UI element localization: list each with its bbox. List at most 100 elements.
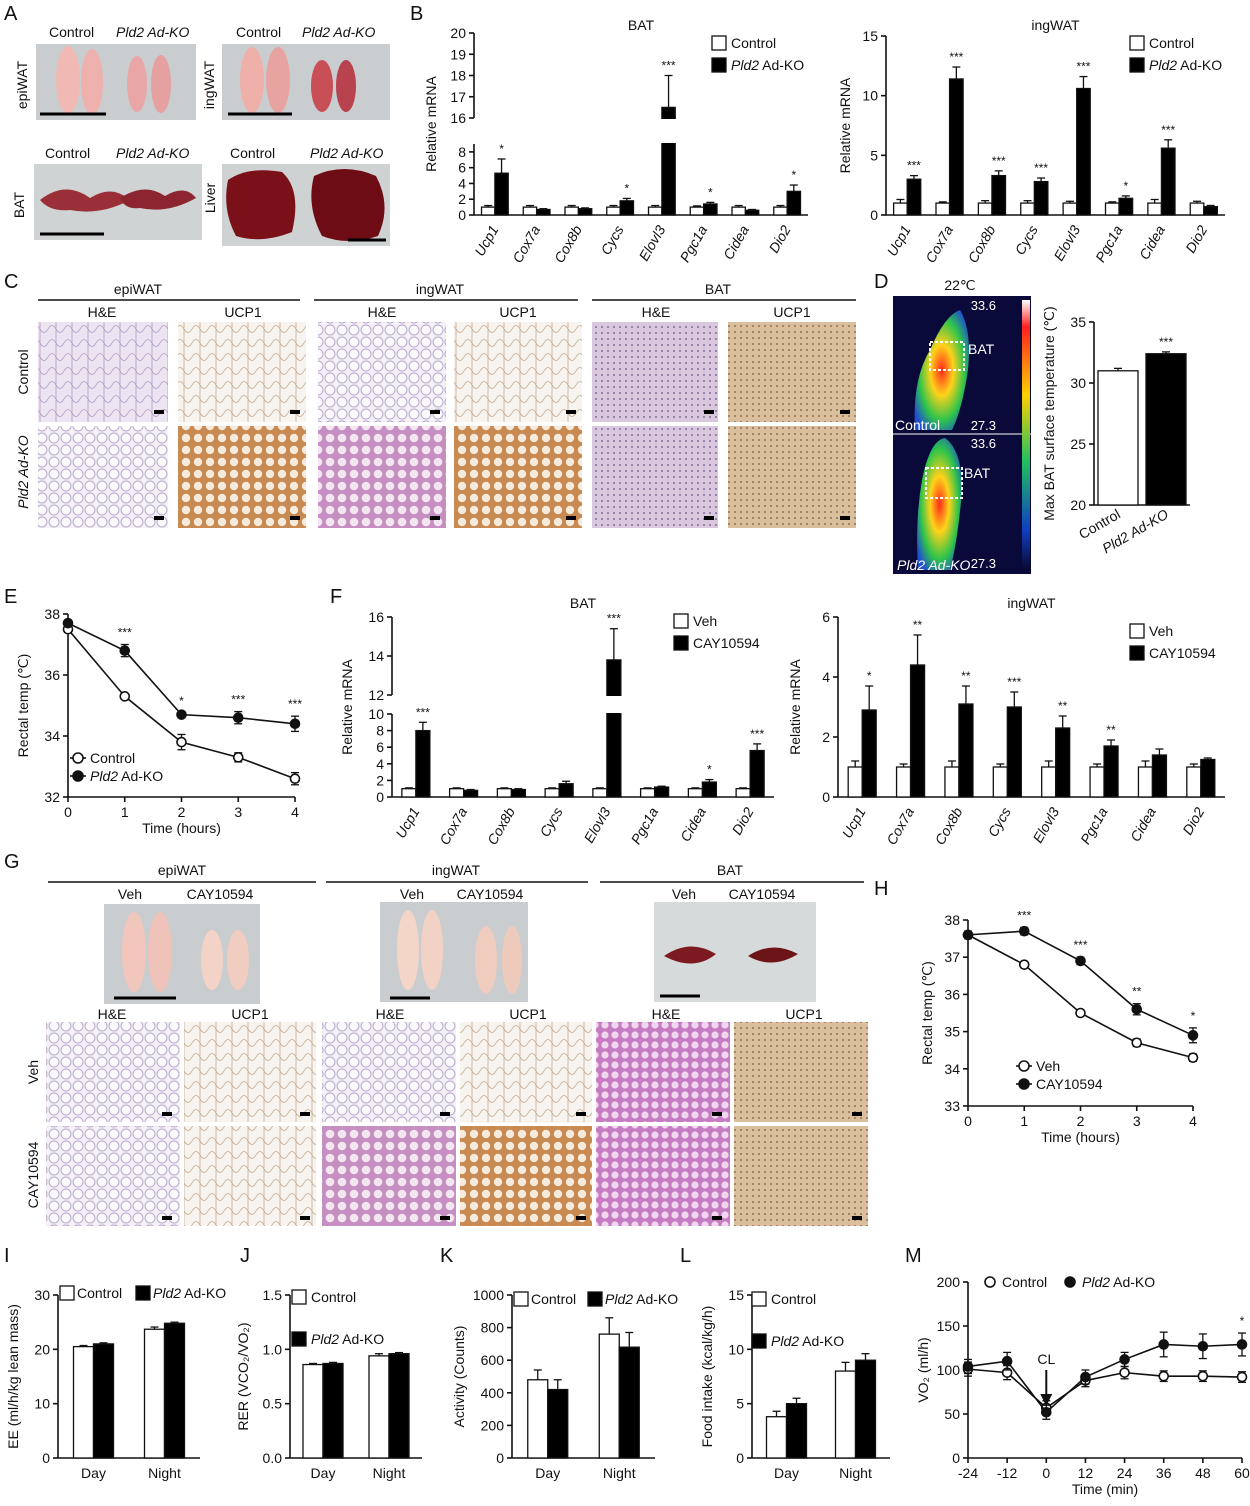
data-point [1075, 955, 1086, 967]
y-tick-label: 0 [822, 789, 830, 805]
y-tick-label: 0 [376, 789, 384, 805]
roi-label: BAT [964, 465, 991, 481]
bar-control [564, 206, 580, 216]
panel-letter-j: J [240, 1245, 250, 1267]
bar-veh [448, 788, 465, 798]
category-label: Elovl3 [581, 804, 614, 845]
y-tick-label: 5 [736, 1396, 744, 1412]
x-tick-label: 60 [1234, 1465, 1250, 1481]
significance-mark: *** [1007, 675, 1021, 689]
panel-letter-b: B [410, 3, 423, 25]
legend-label: Pld2 Ad-KO [153, 1285, 226, 1301]
series-line-0 [967, 934, 1194, 1059]
y-tick-label: 38 [44, 606, 60, 622]
legend-label: Pld2 Ad-KO [771, 1333, 844, 1349]
y-tick-label: 14 [368, 648, 384, 664]
legend-label: Control [771, 1291, 816, 1307]
histology-image [184, 1022, 316, 1122]
category-label: Cox8b [964, 222, 998, 265]
legend-marker [1064, 1276, 1076, 1288]
panel-letter-e: E [4, 586, 17, 608]
bar-veh [895, 766, 912, 798]
bar-pld2-ad-ko [906, 178, 922, 216]
legend-swatch [1129, 623, 1145, 639]
category-label: Dio2 [765, 222, 793, 255]
legend-swatch [711, 35, 727, 51]
axis-break-gap [605, 696, 622, 713]
histology-image [318, 322, 446, 422]
y-axis-label: RER (VCO₂/VO₂) [235, 1322, 251, 1430]
stain-label: UCP1 [231, 1006, 269, 1022]
bar-control [935, 202, 951, 216]
legend-swatch [751, 1291, 767, 1307]
x-tick-label: 3 [1133, 1113, 1141, 1129]
data-point [1018, 959, 1030, 970]
row-control: Control [15, 349, 31, 394]
y-tick-label: 2 [458, 191, 466, 207]
histology-image [460, 1126, 592, 1226]
stain-label: UCP1 [509, 1006, 547, 1022]
x-tick-label: 4 [1189, 1113, 1197, 1129]
significance-mark: ** [1106, 723, 1116, 737]
y-tick-label: 0 [736, 1450, 744, 1466]
category-label: Dio2 [728, 804, 756, 837]
group-epiwat: epiWAT [114, 281, 163, 297]
chart-title: BAT [570, 595, 597, 611]
y-tick-label: 19 [450, 46, 466, 62]
bar-pld2-ad-ko [785, 1403, 808, 1459]
bar-control [606, 206, 621, 216]
significance-mark: *** [949, 50, 963, 64]
y-tick-label: 16 [368, 609, 384, 625]
data-point [1236, 1371, 1248, 1383]
panel-letter-g: G [4, 851, 20, 873]
x-tick-label: 36 [1156, 1465, 1172, 1481]
x-tick-label: 3 [234, 804, 242, 820]
histology-image [734, 1022, 868, 1122]
bar-veh [496, 788, 513, 798]
legend-swatch [291, 1289, 307, 1305]
bar-cay10594 [1006, 706, 1022, 798]
y-tick-label: 400 [481, 1385, 505, 1401]
bar-pld2-ad-ko [1160, 147, 1176, 216]
g-row-veh: Veh [25, 1060, 41, 1084]
data-point [1080, 1371, 1091, 1383]
significance-mark: * [179, 694, 184, 708]
bar-cay10594 [749, 749, 765, 798]
y-tick-label: 1.5 [263, 1287, 283, 1303]
category-label: Pgc1a [628, 804, 662, 847]
panel-letter-h: H [874, 878, 888, 900]
legend-label: Control [90, 750, 135, 766]
category-label: Cidea [1136, 222, 1168, 262]
legend-swatch [1129, 645, 1145, 661]
bar-control [302, 1363, 324, 1459]
bar-pld2-ad-ko [494, 172, 509, 216]
g-group-ingwat: ingWAT [432, 862, 481, 878]
y-tick-label: 2 [376, 772, 384, 788]
chart-m: 0 50 100 150 200 VO₂ (ml/h) -24 -12 0 12 24 36 48 60 T… [915, 1274, 1250, 1497]
category-label: Ucp1 [839, 805, 869, 841]
y-axis-label: Relative mRNA [837, 77, 853, 173]
x-tick-label: 1 [1020, 1113, 1028, 1129]
bar-cay10594 [701, 781, 718, 798]
legend-label: Control [1149, 35, 1194, 51]
bar-veh [687, 788, 704, 798]
stain-label: UCP1 [499, 304, 537, 320]
x-tick-label: 24 [1117, 1465, 1133, 1481]
bar-pld2-ad-ko [1203, 205, 1219, 216]
category-label: Day [774, 1465, 799, 1481]
category-label: Cox8b [484, 804, 518, 847]
bar-control [834, 1370, 857, 1459]
legend-label: Veh [1036, 1058, 1060, 1074]
data-point [1119, 1354, 1130, 1365]
y-tick-label: 20 [450, 25, 466, 41]
significance-mark: * [1191, 1009, 1196, 1023]
bar-control [647, 206, 663, 216]
axis-break-gap [660, 119, 677, 143]
bar-control [143, 1328, 166, 1459]
bar-pld2-ad-ko [786, 190, 802, 216]
scale-min: 27.3 [971, 418, 996, 433]
y-tick-label: 6 [376, 739, 384, 755]
legend-label: Pld2 Ad-KO [1082, 1274, 1155, 1290]
header-ko-bat: Pld2 Ad-KO [116, 145, 190, 161]
